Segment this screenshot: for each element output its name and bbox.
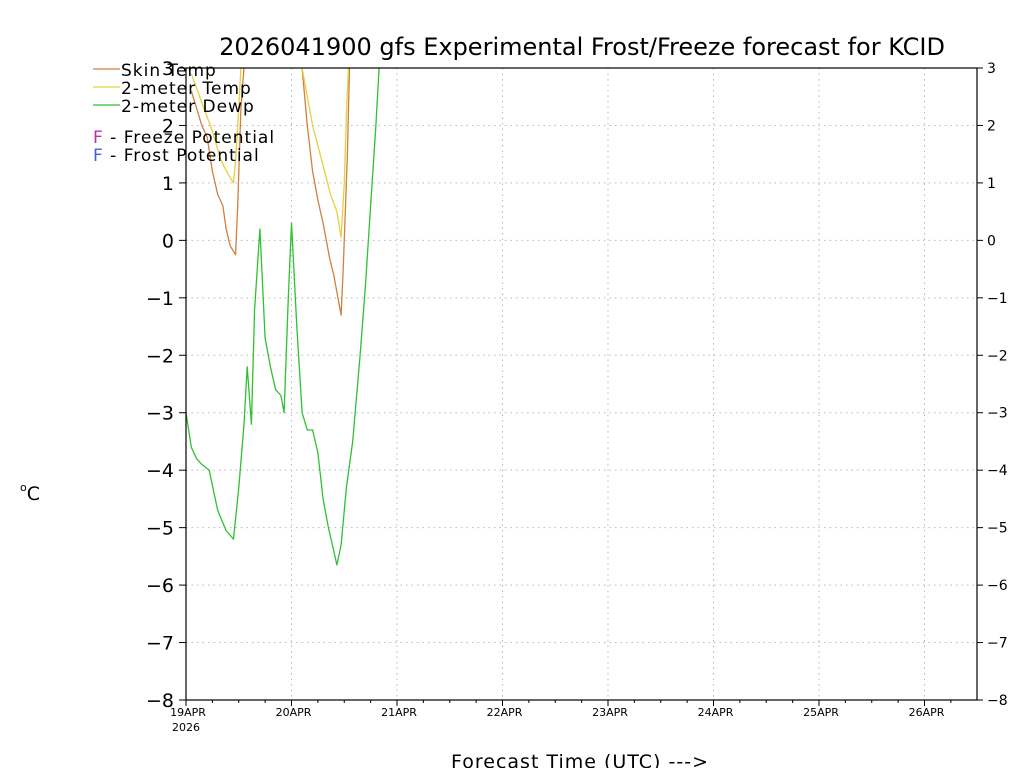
flag-letter: F bbox=[93, 146, 104, 166]
x-tick-label: 21APR bbox=[381, 706, 417, 719]
y-axis-label-degree: o bbox=[20, 481, 27, 494]
x-tick-label: 26APR bbox=[909, 706, 945, 719]
y-tick-label-right: −2 bbox=[987, 348, 1008, 364]
skin-temp-line bbox=[190, 68, 245, 256]
skin-temp-line bbox=[301, 68, 351, 316]
flag-description: - Frost Potential bbox=[104, 146, 260, 166]
y-axis-label-unit: C bbox=[27, 483, 40, 505]
y-tick-label-right: −1 bbox=[987, 291, 1008, 307]
y-tick-label-left: −1 bbox=[146, 288, 174, 310]
freeze-potential-legend: F - Freeze Potential bbox=[93, 128, 275, 148]
x-tick-year-label: 2026 bbox=[172, 721, 200, 734]
y-tick-label-right: −4 bbox=[987, 463, 1008, 479]
y-tick-label-right: −7 bbox=[987, 636, 1008, 652]
y-tick-label-right: −8 bbox=[987, 693, 1008, 709]
y-tick-label-left: −8 bbox=[146, 690, 174, 712]
x-tick-label: 24APR bbox=[698, 706, 734, 719]
y-tick-label-right: 1 bbox=[987, 176, 996, 192]
x-tick-label: 22APR bbox=[487, 706, 523, 719]
y-axis-label: oC bbox=[20, 481, 40, 505]
y-tick-label-left: −6 bbox=[146, 575, 174, 597]
grid-lines bbox=[186, 68, 977, 700]
y-tick-label-left: 2 bbox=[162, 115, 174, 137]
y-tick-label-left: −5 bbox=[146, 518, 174, 540]
2-meter-temp-line bbox=[301, 68, 350, 239]
frost-potential-legend: F - Frost Potential bbox=[93, 146, 260, 166]
y-tick-label-left: −7 bbox=[146, 633, 174, 655]
y-tick-label-left: −3 bbox=[146, 403, 174, 425]
flag-letter: F bbox=[93, 128, 104, 148]
chart-title: 2026041900 gfs Experimental Frost/Freeze… bbox=[219, 33, 945, 61]
y-tick-label-right: 0 bbox=[987, 233, 996, 249]
axis-ticks: −8 −8 −7 −7 −6 −6 −5 −5 −4 −4 −3 −3 −2 −2 −1 −1 0 0 1 1 2 2 3 3… bbox=[146, 58, 1008, 734]
2-meter-dewp-line bbox=[186, 68, 380, 566]
y-tick-label-right: −3 bbox=[987, 406, 1008, 422]
x-tick-label: 19APR bbox=[170, 706, 206, 719]
x-tick-label: 25APR bbox=[803, 706, 839, 719]
y-tick-label-right: −5 bbox=[987, 521, 1008, 537]
flag-description: - Freeze Potential bbox=[104, 128, 275, 148]
y-tick-label-right: −6 bbox=[987, 578, 1008, 594]
y-tick-label-left: −2 bbox=[146, 345, 174, 367]
x-axis-label: Forecast Time (UTC) ---> bbox=[451, 751, 709, 768]
series-lines bbox=[186, 68, 380, 566]
legend-label-2-meter-dewp: 2-meter Dewp bbox=[121, 97, 255, 117]
y-tick-label-left: 0 bbox=[162, 230, 174, 252]
2-meter-temp-line bbox=[190, 68, 242, 184]
legend-label-2-meter-temp: 2-meter Temp bbox=[121, 79, 252, 99]
y-tick-label-left: 1 bbox=[162, 173, 174, 195]
y-tick-label-left: 3 bbox=[162, 58, 174, 80]
y-tick-label-left: −4 bbox=[146, 460, 174, 482]
y-tick-label-right: 2 bbox=[987, 118, 996, 134]
legend-label-skin-temp: Skin Temp bbox=[121, 61, 217, 81]
x-tick-label: 20APR bbox=[276, 706, 312, 719]
y-tick-label-right: 3 bbox=[987, 61, 996, 77]
x-tick-label: 23APR bbox=[592, 706, 628, 719]
